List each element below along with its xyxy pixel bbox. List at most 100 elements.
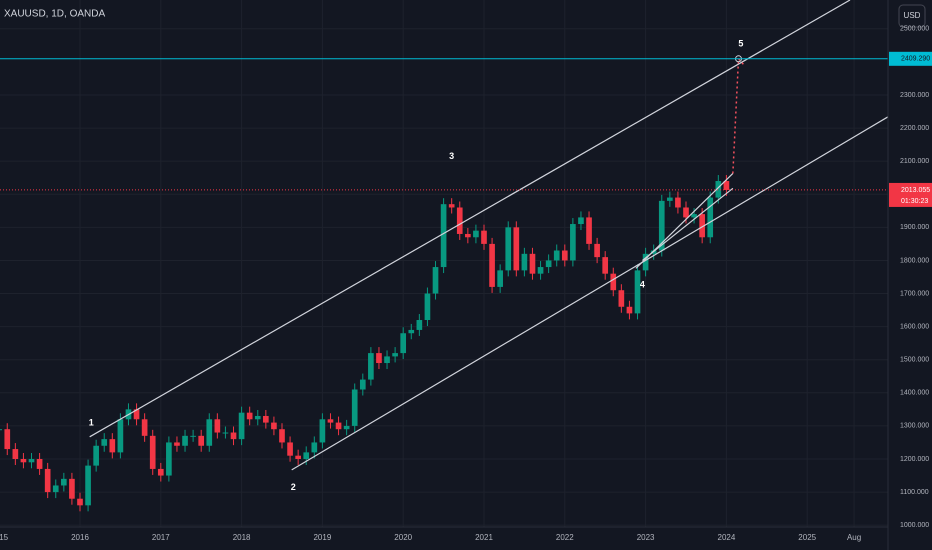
candle <box>141 419 148 436</box>
candle <box>497 270 503 287</box>
candle <box>416 320 423 330</box>
candle <box>489 243 495 287</box>
candle <box>376 353 382 364</box>
candle <box>343 425 350 430</box>
candle <box>101 439 108 446</box>
candle <box>335 422 342 430</box>
candle <box>198 435 205 446</box>
candle <box>602 257 609 274</box>
currency-button[interactable] <box>898 4 926 28</box>
last-price-label: 2013.055 <box>901 187 930 194</box>
candle <box>133 409 140 420</box>
candle <box>723 181 730 190</box>
candle <box>658 200 665 251</box>
candle <box>238 412 245 440</box>
y-tick-label: 1700.000 <box>900 290 929 297</box>
candle <box>77 498 83 506</box>
candle <box>594 243 600 258</box>
x-tick-label: 2022 <box>556 533 574 542</box>
candle <box>368 353 374 380</box>
candle <box>691 214 697 218</box>
candle <box>424 293 431 321</box>
candle <box>699 214 705 238</box>
candle <box>667 197 673 201</box>
candle <box>553 250 560 261</box>
candle <box>327 419 334 423</box>
candle <box>214 419 221 433</box>
x-tick-label: 2019 <box>313 533 331 542</box>
candle <box>61 478 67 486</box>
y-tick-label: 1000.000 <box>900 522 929 529</box>
plot-area <box>0 0 889 527</box>
x-tick-label: 2020 <box>394 533 412 542</box>
candle <box>359 379 366 390</box>
candle <box>12 449 19 459</box>
candle <box>28 458 35 463</box>
candle <box>618 290 625 307</box>
y-tick-label: 1800.000 <box>900 257 929 264</box>
candle <box>287 442 293 456</box>
y-tick-label: 1200.000 <box>900 456 929 463</box>
candle <box>271 422 277 430</box>
candle <box>675 197 681 208</box>
candle <box>521 253 528 271</box>
y-tick-label: 2300.000 <box>900 92 929 99</box>
x-tick-label: Aug <box>847 533 861 542</box>
x-tick-label: 2025 <box>798 533 816 542</box>
candle <box>254 415 261 420</box>
candle <box>529 253 536 274</box>
candle <box>586 217 592 244</box>
candle <box>117 419 124 453</box>
candle <box>634 270 641 314</box>
x-tick-label: 2017 <box>152 533 170 542</box>
wave-label: 5 <box>738 38 743 48</box>
candle <box>545 260 552 268</box>
x-tick-label: 2023 <box>637 533 655 542</box>
candle <box>384 356 390 364</box>
candle <box>303 452 310 459</box>
y-tick-label: 2500.000 <box>900 26 929 33</box>
y-tick-label: 1300.000 <box>900 423 929 430</box>
candle <box>642 253 649 271</box>
candle <box>610 273 617 291</box>
candle <box>448 204 455 208</box>
candle <box>400 333 407 354</box>
last-price-box <box>889 182 932 207</box>
candle <box>166 442 172 476</box>
candle <box>311 442 318 453</box>
candle <box>505 227 512 271</box>
candle <box>20 458 27 463</box>
trendline <box>641 187 734 261</box>
candle <box>408 329 415 334</box>
y-tick-label: 1100.000 <box>900 489 929 496</box>
candle <box>626 306 633 314</box>
y-tick-label: 1400.000 <box>900 390 929 397</box>
candle <box>440 204 447 268</box>
candle <box>230 432 237 440</box>
candle <box>537 267 544 274</box>
candle <box>157 468 164 476</box>
wave-label: 1 <box>89 417 94 427</box>
y-tick-label: 2200.000 <box>900 125 929 132</box>
candle <box>263 415 269 423</box>
trendline <box>291 116 889 471</box>
y-tick-label: 1900.000 <box>900 224 929 231</box>
candle <box>279 429 285 443</box>
currency-label[interactable]: USD <box>904 11 921 20</box>
candle <box>174 442 180 446</box>
y-tick-label: 1600.000 <box>900 323 929 330</box>
wave-label: 2 <box>291 482 296 492</box>
trendline <box>89 0 851 438</box>
target-price-label: 2409.290 <box>901 56 930 63</box>
candle <box>707 197 714 238</box>
countdown: 01:30:23 <box>901 198 928 205</box>
candle <box>4 429 11 450</box>
candle <box>570 224 576 261</box>
candle <box>295 455 301 459</box>
projection <box>732 56 745 174</box>
candle <box>109 439 116 453</box>
candle <box>69 478 75 499</box>
candle <box>246 412 253 420</box>
candle <box>432 267 439 294</box>
